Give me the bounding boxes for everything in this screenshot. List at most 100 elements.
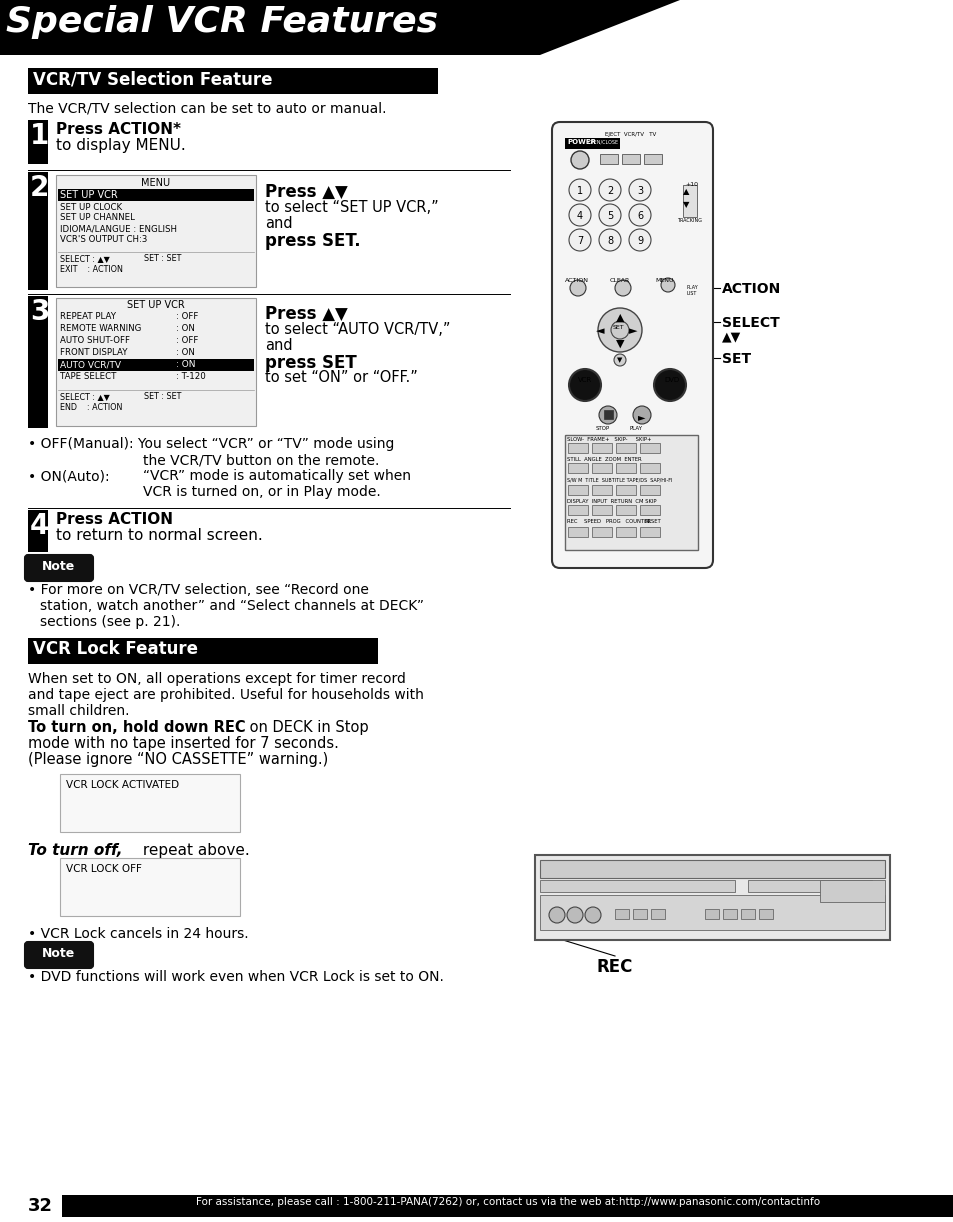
Bar — [704, 909, 719, 919]
Bar — [650, 909, 664, 919]
Ellipse shape — [569, 280, 585, 296]
Bar — [615, 909, 628, 919]
Ellipse shape — [615, 280, 630, 296]
Text: AUTO SHUT-OFF: AUTO SHUT-OFF — [60, 336, 130, 345]
Ellipse shape — [628, 178, 650, 200]
Text: • For more on VCR/TV selection, see “Record one: • For more on VCR/TV selection, see “Rec… — [28, 583, 369, 598]
Bar — [740, 909, 754, 919]
Text: TRACKING: TRACKING — [677, 218, 701, 222]
Bar — [592, 444, 612, 453]
Text: ▲▼: ▲▼ — [721, 330, 740, 343]
Text: 6: 6 — [637, 211, 642, 221]
Text: REMOTE WARNING: REMOTE WARNING — [60, 324, 141, 334]
Ellipse shape — [610, 321, 628, 338]
Text: small children.: small children. — [28, 704, 130, 719]
Text: OPEN/CLOSE: OPEN/CLOSE — [587, 139, 618, 144]
Text: and: and — [265, 338, 293, 353]
Text: TAPE SELECT: TAPE SELECT — [60, 371, 116, 381]
Bar — [539, 860, 884, 877]
Text: : OFF: : OFF — [175, 312, 198, 321]
Bar — [567, 463, 587, 473]
Bar — [722, 909, 737, 919]
Text: press SET.: press SET. — [265, 232, 360, 251]
Text: ◄: ◄ — [595, 326, 603, 336]
FancyBboxPatch shape — [25, 555, 92, 580]
Bar — [28, 120, 48, 164]
Text: to return to normal screen.: to return to normal screen. — [56, 528, 262, 543]
Ellipse shape — [633, 406, 650, 424]
Text: (Please ignore “NO CASSETTE” warning.): (Please ignore “NO CASSETTE” warning.) — [28, 752, 328, 767]
Text: “VCR” mode is automatically set when: “VCR” mode is automatically set when — [143, 469, 411, 483]
Bar — [643, 154, 661, 164]
Text: +10: +10 — [684, 182, 698, 187]
Bar — [56, 175, 255, 287]
Bar — [60, 774, 240, 832]
Text: 1: 1 — [577, 186, 582, 196]
Text: RESET: RESET — [644, 519, 661, 524]
Bar — [616, 485, 636, 495]
Text: FRONT DISPLAY: FRONT DISPLAY — [60, 348, 128, 357]
Bar — [567, 527, 587, 536]
Text: VCR LOCK OFF: VCR LOCK OFF — [66, 864, 142, 874]
Text: • DVD functions will work even when VCR Lock is set to ON.: • DVD functions will work even when VCR … — [28, 970, 443, 984]
Text: AUTO VCR/TV: AUTO VCR/TV — [60, 360, 121, 369]
Bar — [58, 359, 253, 371]
Text: 9: 9 — [637, 236, 642, 246]
Bar — [682, 185, 697, 218]
Text: mode with no tape inserted for 7 seconds.: mode with no tape inserted for 7 seconds… — [28, 736, 338, 752]
Text: 2: 2 — [30, 174, 50, 202]
Text: REC    SPEED   PROG   COUNTER: REC SPEED PROG COUNTER — [566, 519, 650, 524]
Text: DISPLAY  INPUT  RETURN  CM SKIP: DISPLAY INPUT RETURN CM SKIP — [566, 499, 656, 503]
Text: STILL  ANGLE  ZOOM  ENTER: STILL ANGLE ZOOM ENTER — [566, 457, 641, 462]
Bar — [567, 444, 587, 453]
Text: 8: 8 — [606, 236, 613, 246]
Text: press SET: press SET — [265, 354, 356, 371]
Text: Note: Note — [42, 947, 75, 960]
Bar — [592, 485, 612, 495]
Ellipse shape — [568, 369, 600, 401]
Text: EXIT    : ACTION: EXIT : ACTION — [60, 265, 123, 274]
Text: SET UP VCR: SET UP VCR — [60, 189, 117, 200]
Text: 3: 3 — [637, 186, 642, 196]
Text: 1: 1 — [30, 122, 50, 150]
Text: : ON: : ON — [175, 324, 194, 334]
Bar — [564, 435, 698, 550]
Text: ►: ► — [628, 326, 637, 336]
Ellipse shape — [584, 907, 600, 923]
Text: ▼: ▼ — [615, 338, 623, 349]
Text: Special VCR Features: Special VCR Features — [6, 5, 437, 39]
Text: VCR/TV Selection Feature: VCR/TV Selection Feature — [33, 70, 273, 88]
Text: and tape eject are prohibited. Useful for households with: and tape eject are prohibited. Useful fo… — [28, 688, 423, 701]
Text: ▼: ▼ — [617, 357, 622, 363]
Bar — [633, 909, 646, 919]
Ellipse shape — [571, 152, 588, 169]
Text: 4: 4 — [577, 211, 582, 221]
Ellipse shape — [628, 204, 650, 226]
Text: ▲: ▲ — [682, 187, 689, 196]
Bar — [58, 189, 253, 200]
Bar — [759, 909, 772, 919]
Text: and: and — [265, 216, 293, 231]
Text: EJECT  VCR/TV   TV: EJECT VCR/TV TV — [604, 132, 656, 137]
Text: To turn off,: To turn off, — [28, 843, 122, 858]
Bar — [639, 463, 659, 473]
Bar — [56, 298, 255, 426]
Text: PLAY
LIST: PLAY LIST — [686, 285, 698, 296]
Text: VCR is turned on, or in Play mode.: VCR is turned on, or in Play mode. — [143, 485, 380, 499]
Text: SET: SET — [721, 352, 750, 367]
Text: • ON(Auto):: • ON(Auto): — [28, 469, 110, 483]
FancyBboxPatch shape — [552, 122, 712, 568]
Polygon shape — [0, 0, 679, 55]
Bar — [567, 505, 587, 514]
Text: DVD: DVD — [663, 378, 679, 382]
Text: Press ▲▼: Press ▲▼ — [265, 183, 348, 200]
Text: REPEAT PLAY: REPEAT PLAY — [60, 312, 116, 321]
Bar — [535, 855, 889, 940]
Ellipse shape — [566, 907, 582, 923]
Bar — [603, 411, 613, 419]
Ellipse shape — [598, 178, 620, 200]
Text: REC: REC — [597, 958, 633, 976]
Text: STOP: STOP — [596, 426, 610, 431]
Text: SELECT: SELECT — [721, 316, 779, 330]
Text: IDIOMA/LANGUE : ENGLISH: IDIOMA/LANGUE : ENGLISH — [60, 224, 177, 233]
